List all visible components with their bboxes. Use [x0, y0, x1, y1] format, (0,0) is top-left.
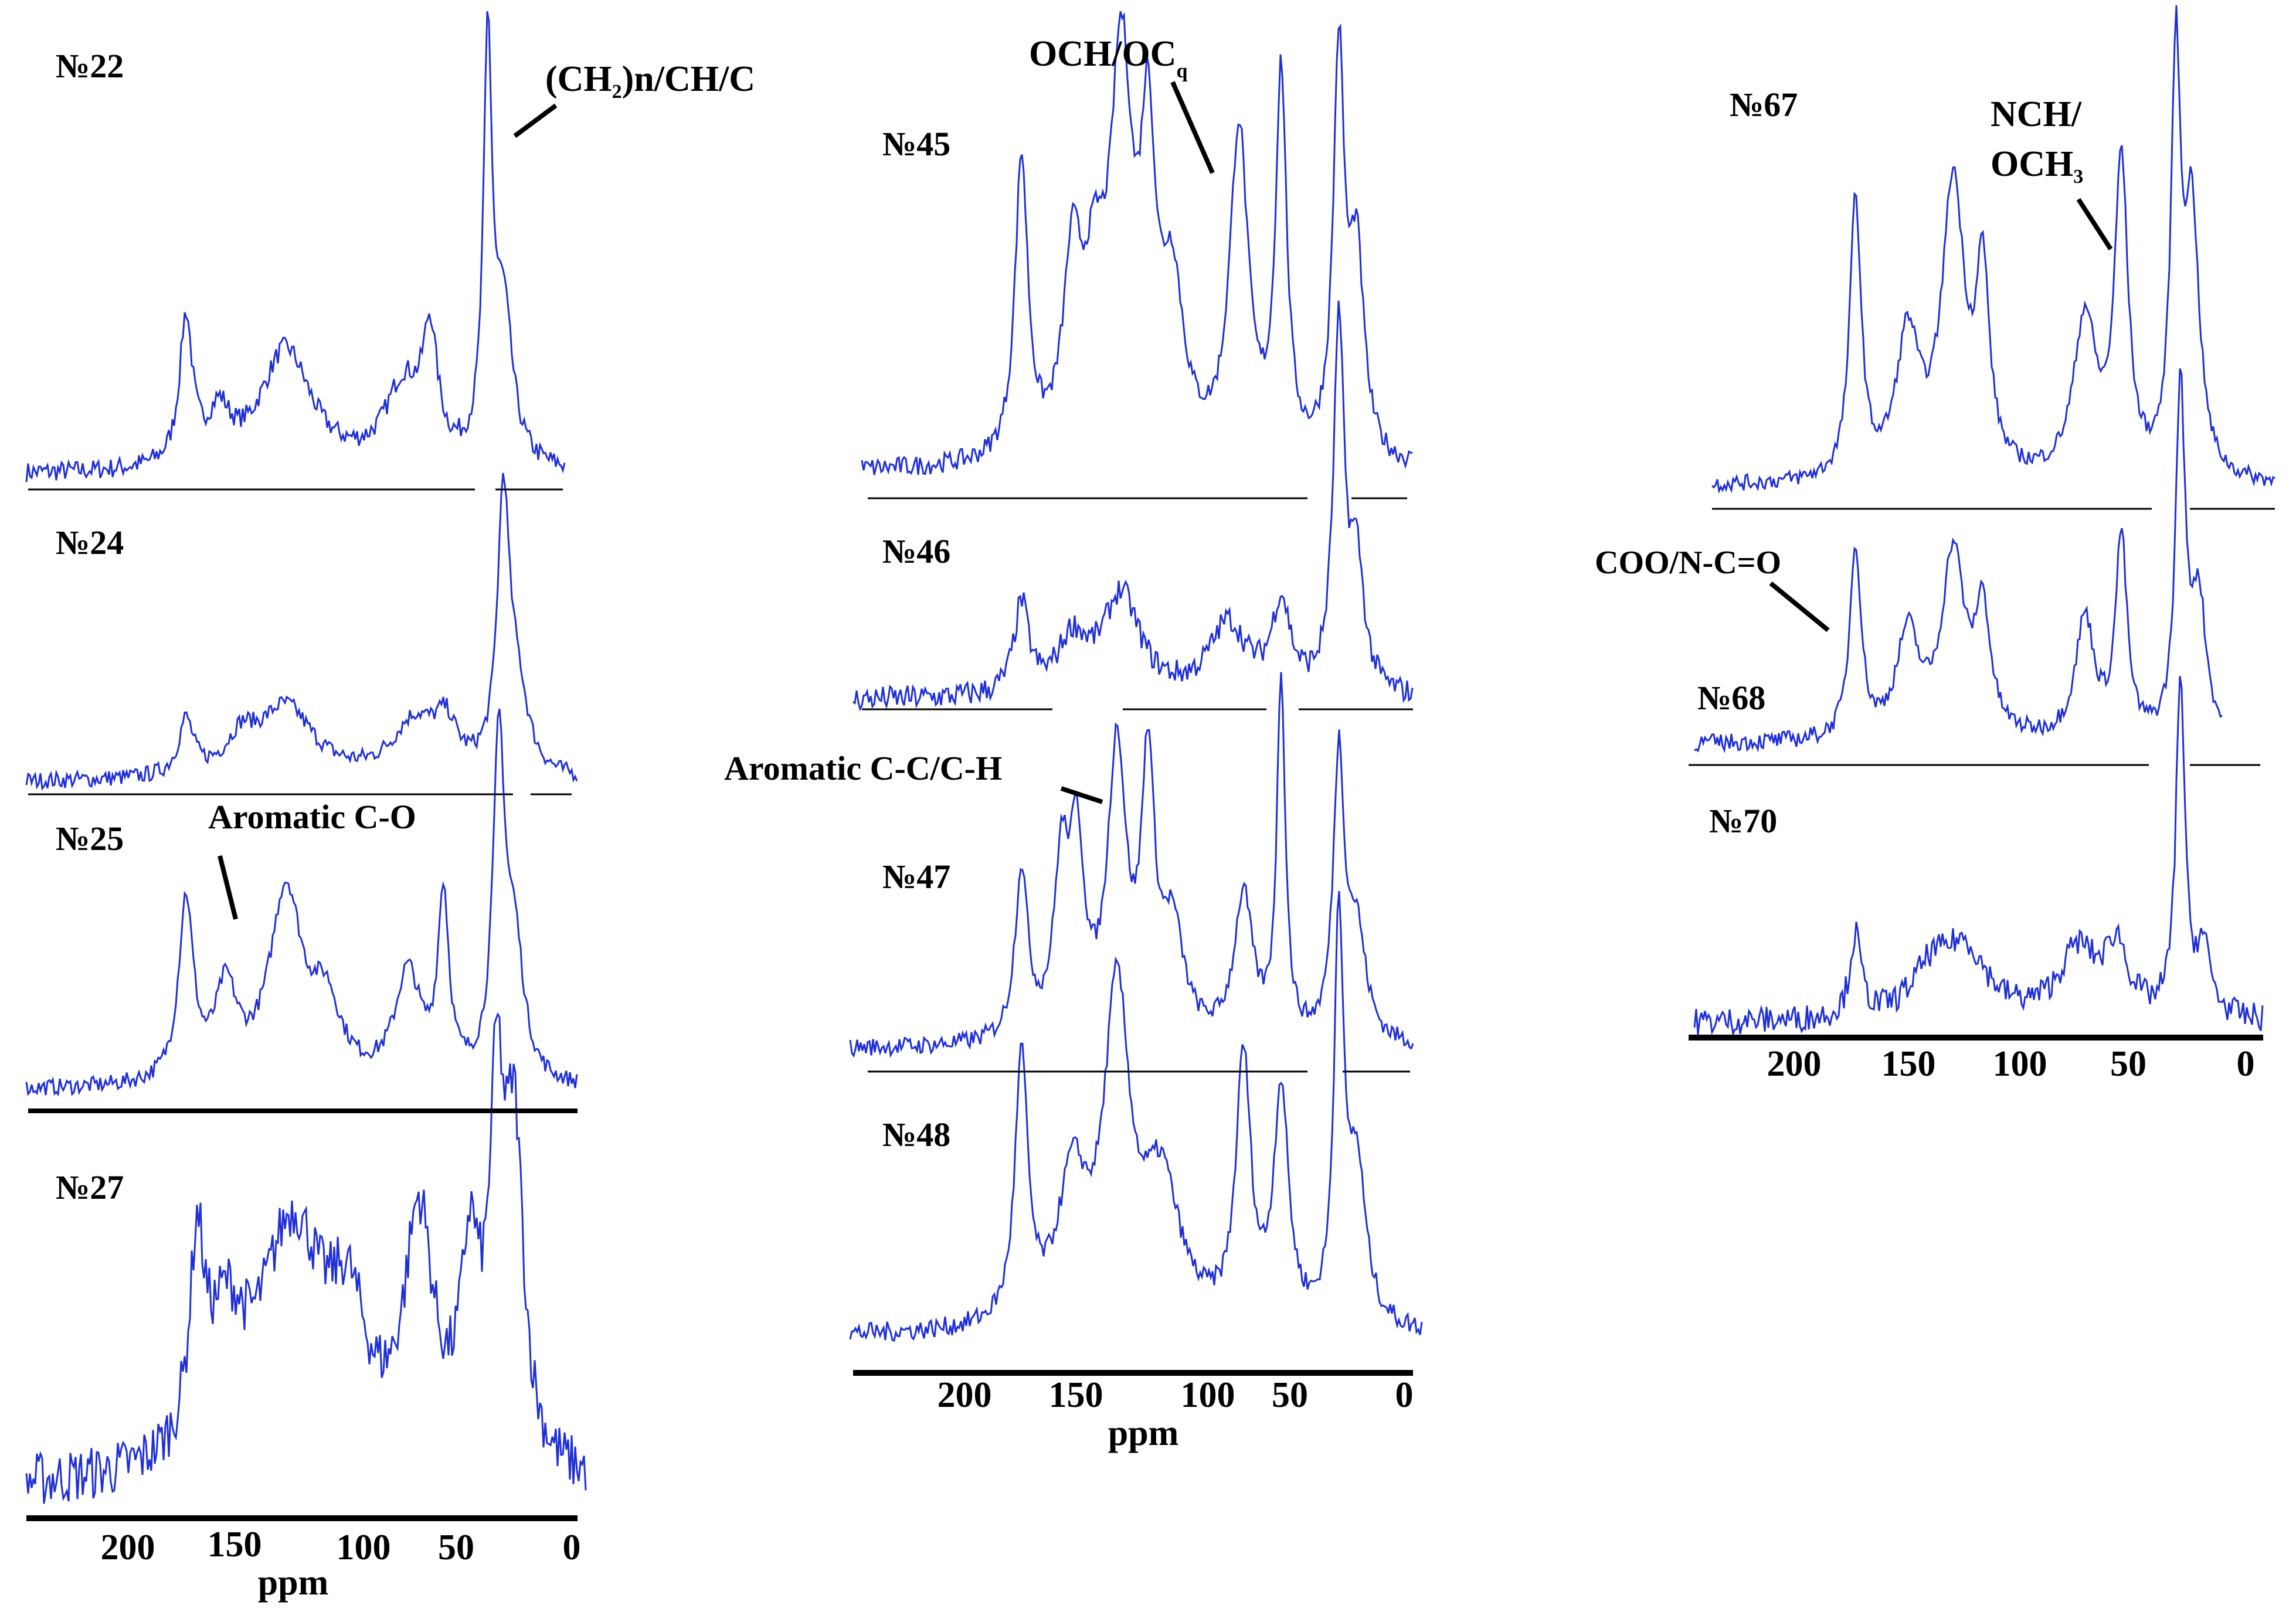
spectrum-line [849, 890, 1423, 1342]
annotation-aromatic-co-pointer [218, 855, 238, 920]
annotation-aromatic-co: Aromatic C-O [208, 798, 416, 836]
sample-label-47: №47 [882, 858, 950, 896]
annotation-alkyl: (CH2)n/CH/C [545, 59, 755, 103]
spectrum-line [852, 300, 1414, 712]
axis-middle-unit: ppm [1108, 1413, 1179, 1453]
axis-middle-tick-100: 100 [1181, 1375, 1235, 1415]
sample-labels: №22 №24 №25 №27 №45 №46 №47 №48 №67 №68 … [56, 47, 1798, 1206]
spectrum-line [25, 1012, 587, 1504]
sample-label-25: №25 [56, 819, 124, 858]
sample-label-24: №24 [56, 523, 124, 562]
annotation-coo-pointer [1769, 581, 1830, 633]
axis-middle: 200 150 100 50 0 ppm [938, 1375, 1414, 1453]
annotation-och: OCH/OCq [1029, 34, 1187, 82]
axis-middle-tick-0: 0 [1395, 1375, 1414, 1415]
axis-left-tick-150: 150 [208, 1525, 262, 1565]
axis-right-tick-100: 100 [1993, 1044, 2047, 1084]
axis-left-tick-50: 50 [438, 1528, 474, 1567]
axis-left-tick-100: 100 [337, 1528, 391, 1567]
axis-right-tick-200: 200 [1767, 1044, 1822, 1084]
annotation-aromatic-cc: Aromatic C-C/C-H [724, 749, 1002, 787]
axis-right-tick-150: 150 [1881, 1044, 1936, 1084]
spectrum-line [25, 708, 578, 1097]
axis-left: 200 150 100 50 0 ppm [101, 1525, 581, 1603]
axis-left-tick-0: 0 [563, 1528, 581, 1567]
axis-right: 200 150 100 50 0 [1767, 1044, 2255, 1084]
sample-label-45: №45 [882, 125, 950, 163]
sample-label-22: №22 [56, 47, 124, 85]
axis-lines [26, 488, 2275, 1521]
spectrum-line [1693, 675, 2264, 1037]
spectrum-line [1711, 5, 2275, 494]
spectrum-line [25, 472, 578, 791]
sample-label-46: №46 [882, 532, 950, 570]
sample-label-67: №67 [1730, 86, 1798, 124]
annotation-och3: OCH3 [1991, 144, 2083, 188]
spectra-traces [25, 5, 2275, 1504]
axis-middle-tick-50: 50 [1272, 1375, 1308, 1415]
axis-left-tick-200: 200 [101, 1528, 155, 1567]
spectrum-line [849, 672, 1414, 1058]
annotations: (CH2)n/CH/C OCH/OCq Aromatic C-O Aromati… [208, 34, 2113, 920]
axis-left-unit: ppm [258, 1563, 329, 1603]
sample-label-68: №68 [1697, 679, 1765, 717]
spectrum-line [1694, 368, 2223, 753]
spectrum-line [861, 11, 1413, 475]
annotation-coo: COO/N-C=O [1595, 545, 1781, 581]
axis-right-tick-50: 50 [2110, 1044, 2146, 1084]
spectrum-line [25, 11, 566, 482]
annotation-nch: NCH/ [1991, 94, 2082, 134]
annotation-aromatic-cc-pointer [1060, 786, 1103, 804]
axis-right-tick-0: 0 [2237, 1044, 2255, 1084]
annotation-nch-pointer [2076, 198, 2113, 251]
annotation-och-pointer [1170, 81, 1215, 174]
sample-label-70: №70 [1709, 802, 1777, 840]
sample-label-48: №48 [882, 1116, 950, 1154]
sample-label-27: №27 [56, 1168, 124, 1206]
annotation-alkyl-pointer [513, 103, 558, 138]
axis-middle-tick-200: 200 [938, 1375, 992, 1415]
axis-middle-tick-150: 150 [1049, 1375, 1103, 1415]
